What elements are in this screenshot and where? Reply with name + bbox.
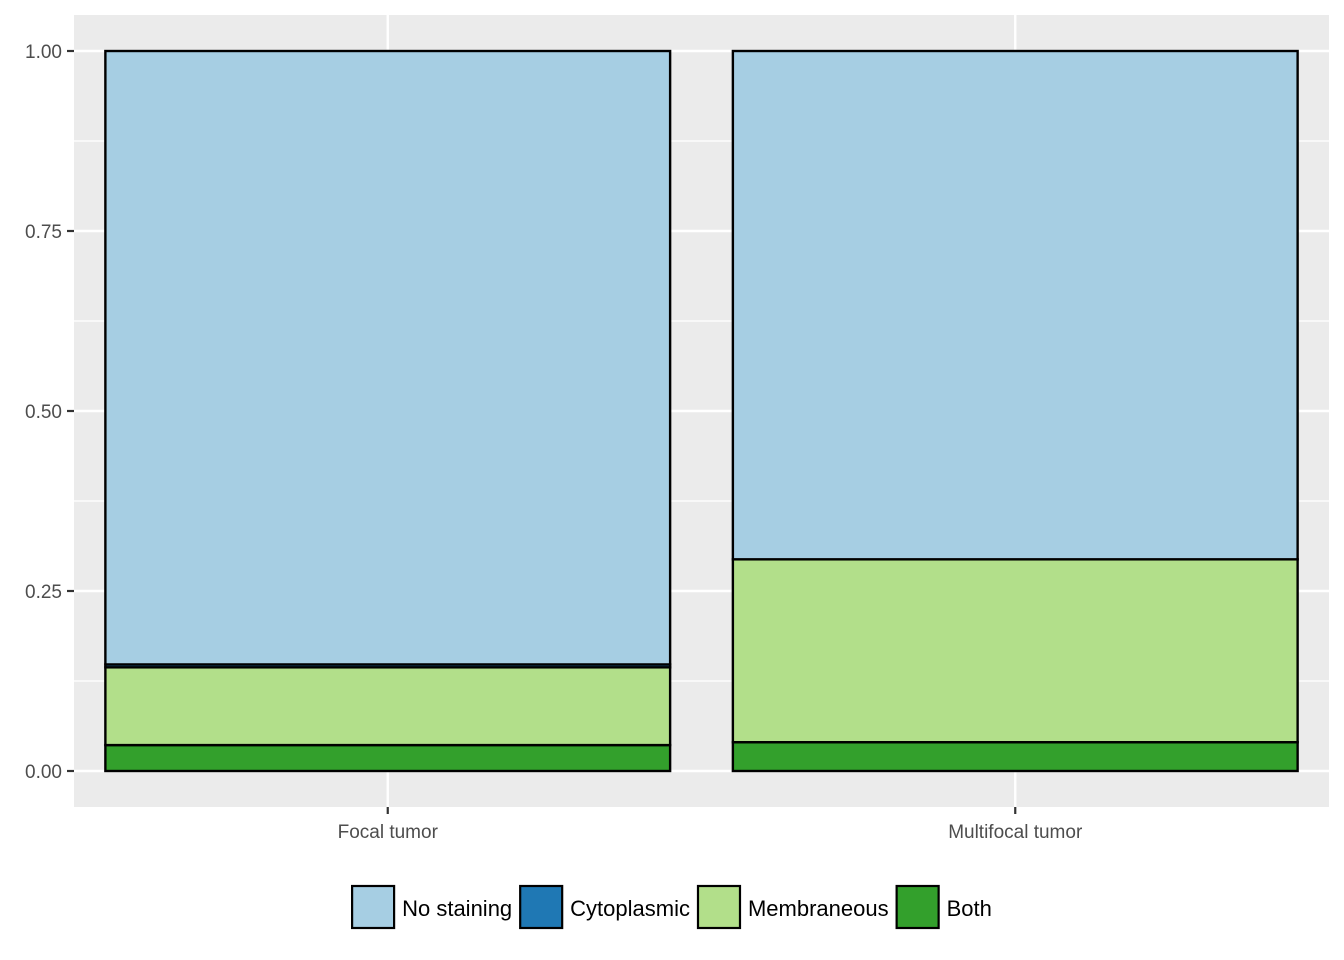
y-tick-label: 0.50 xyxy=(25,402,62,423)
bar-segment-membraneous xyxy=(104,666,672,747)
legend-label: Cytoplasmic xyxy=(570,896,690,921)
y-axis: 0.00 0.25 0.50 0.75 1.00 xyxy=(25,42,74,783)
legend-label: Both xyxy=(947,896,992,921)
bar-segment-both xyxy=(104,743,672,773)
legend-key-no-staining xyxy=(351,884,396,930)
x-axis: Focal tumor Multifocal tumor xyxy=(338,807,1083,843)
bar-segment-no-staining xyxy=(104,49,672,666)
legend: No staining Cytoplasmic Membraneous Both xyxy=(351,884,992,930)
bars xyxy=(104,49,1299,773)
x-tick-label: Focal tumor xyxy=(338,822,439,843)
y-tick-label: 0.25 xyxy=(25,582,62,603)
legend-label: Membraneous xyxy=(748,896,889,921)
legend-key-cytoplasmic xyxy=(519,884,564,930)
bar-segment-both xyxy=(731,741,1299,773)
bar-segment-no-staining xyxy=(731,49,1299,561)
legend-key-both xyxy=(895,884,940,930)
y-tick-label: 0.75 xyxy=(25,222,62,243)
y-tick-label: 1.00 xyxy=(25,42,62,63)
y-tick-label: 0.00 xyxy=(25,762,62,783)
x-tick-label: Multifocal tumor xyxy=(948,822,1083,843)
legend-key-membraneous xyxy=(696,884,742,930)
legend-label: No staining xyxy=(402,896,512,921)
bar-segment-membraneous xyxy=(731,558,1299,744)
